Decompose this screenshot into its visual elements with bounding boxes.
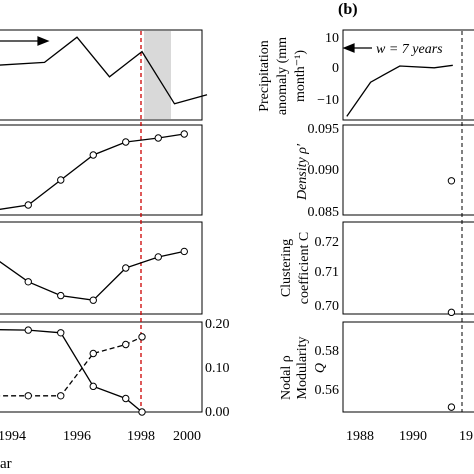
ylabel-precip-2: anomaly (mm <box>275 37 290 115</box>
window-arrow-left <box>0 36 50 46</box>
data-point <box>154 134 162 142</box>
y-tick-label: 10 <box>325 31 339 46</box>
y-tick-label: 0.71 <box>315 265 340 280</box>
window-arrow-right <box>342 43 372 53</box>
series-line-a-1-0 <box>0 36 208 105</box>
left-x-ticks: 1994 1996 1998 2000 <box>0 429 201 444</box>
y-tick-label: −10 <box>317 93 339 108</box>
window-label: w = 7 years <box>376 42 443 57</box>
data-point <box>24 392 32 400</box>
data-point <box>180 247 188 256</box>
panel-label-b: (b) <box>338 1 358 18</box>
right-axes-3 <box>342 221 474 315</box>
right-tick-label: 0.10 <box>205 361 230 376</box>
ylabel-density: Density ρ′ <box>295 143 310 201</box>
ylabel-modularity-2: Q <box>313 363 328 373</box>
data-point <box>138 333 146 341</box>
series-line-a-2-0 <box>0 133 185 210</box>
y-tick-label: 0.70 <box>315 299 340 314</box>
data-point <box>24 278 32 286</box>
data-point <box>122 340 130 349</box>
y-tick-label: 0 <box>332 61 339 76</box>
right-x-ticks: 1988 1990 19 <box>346 429 473 444</box>
y-tick-label: 0.085 <box>308 205 340 220</box>
data-point <box>447 177 456 185</box>
right-axes-1 <box>342 29 474 121</box>
x-tick-label: 1994 <box>0 429 26 444</box>
data-point <box>122 138 130 146</box>
series-line-a-4-1 <box>0 336 143 397</box>
left-axes-1 <box>0 29 203 121</box>
x-tick-label: 1988 <box>346 429 374 444</box>
ylabel-clustering: Clustering <box>279 239 294 297</box>
data-point <box>57 329 65 337</box>
data-point <box>89 151 97 159</box>
right-tick-label: 0.00 <box>205 405 230 420</box>
ylabel-precip-3: month⁻¹) <box>293 50 308 102</box>
right-y-labels: Precipitation anomaly (mm month⁻¹) Densi… <box>257 37 328 400</box>
left-axes-2 <box>0 124 203 216</box>
nodal-label: Nodal ρ <box>279 355 294 400</box>
right-y-ticks: 10 0 −10 0.095 0.090 0.085 0.72 0.71 0.7… <box>308 31 340 398</box>
y-tick-label: 0.090 <box>308 163 340 178</box>
data-point <box>57 392 65 400</box>
y-tick-label: 0.095 <box>308 122 340 137</box>
chart-marks <box>0 36 456 416</box>
right-axes-2 <box>342 124 474 216</box>
left-panel-frames <box>0 29 203 413</box>
data-point <box>122 264 130 272</box>
data-point <box>89 349 97 358</box>
x-tick-label: 1998 <box>127 429 155 444</box>
ylabel-precip: Precipitation <box>257 40 272 112</box>
x-tick-label: 1996 <box>63 429 91 444</box>
right-tick-label: 0.20 <box>205 317 230 332</box>
data-point <box>89 382 97 391</box>
data-point <box>89 296 97 304</box>
y-tick-label: 0.58 <box>315 344 340 359</box>
y-tick-label: 0.72 <box>315 235 340 250</box>
y-tick-label: 0.56 <box>315 383 340 398</box>
ylabel-modularity: Modularity <box>295 337 310 400</box>
data-point <box>447 403 456 411</box>
right-axes-4 <box>342 321 474 413</box>
series-line-b-1-0 <box>346 64 453 117</box>
left-axes-3 <box>0 221 203 315</box>
data-point <box>447 308 456 317</box>
shaded-interval <box>144 31 171 119</box>
data-point <box>57 291 65 300</box>
data-point <box>24 326 32 334</box>
x-tick-label: 19 <box>459 429 473 444</box>
data-point <box>138 408 146 416</box>
data-point <box>122 394 130 403</box>
x-tick-label: 1990 <box>399 429 427 444</box>
data-point <box>180 130 188 138</box>
x-tick-label: 2000 <box>173 429 201 444</box>
ylabel-clustering-2: coefficient C <box>297 232 312 304</box>
data-point <box>57 176 65 184</box>
series-line-a-4-0 <box>0 329 143 413</box>
data-point <box>154 253 162 261</box>
data-point <box>24 201 32 209</box>
left-right-ticks: 0.20 0.10 0.00 <box>205 317 230 420</box>
left-x-axis-label: ar <box>0 456 12 472</box>
right-panel-frames <box>342 29 474 413</box>
left-axes-4 <box>0 321 203 413</box>
